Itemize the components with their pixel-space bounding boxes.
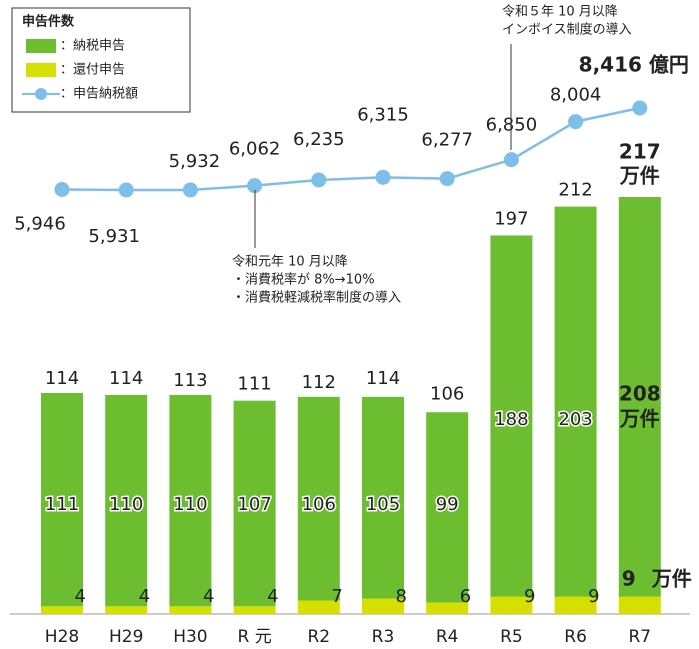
x-tick-label: R6 [564, 627, 587, 647]
tax-amount-label: 5,931 [88, 226, 140, 247]
refund-bar [426, 602, 469, 614]
unit-label: 万件 [619, 407, 660, 431]
refund-label: 4 [139, 586, 150, 607]
total-label: 197 [494, 208, 528, 229]
tax-amount-label: 8,416 億円 [579, 53, 689, 77]
tax-label: 188 [494, 409, 528, 430]
tax-amount-point [182, 182, 198, 198]
tax-label: 111 [45, 494, 79, 515]
tax-amount-label: 6,062 [229, 139, 281, 160]
x-tick-label: R5 [500, 627, 523, 647]
legend-marker [35, 88, 47, 100]
annotation: インボイス制度の導入 [502, 22, 632, 38]
total-label: 106 [430, 383, 464, 404]
tax-label: 105 [366, 494, 400, 515]
total-label: 114 [109, 368, 143, 389]
legend-label: ：申告納税額 [60, 87, 138, 102]
refund-label: 9 [524, 586, 535, 607]
tax-label: 110 [109, 494, 143, 515]
tax-amount-point [54, 182, 70, 198]
tax-amount-point [375, 169, 391, 185]
annotation: 令和５年 10 月以降 [502, 5, 618, 20]
tax-bar [618, 197, 661, 597]
annotation: ・消費税軽減税率制度の導入 [232, 290, 401, 306]
tax-bar [426, 412, 469, 603]
total-label: 114 [366, 368, 400, 389]
refund-label: 6 [460, 586, 471, 607]
tax-bar [169, 394, 212, 607]
tax-bar [490, 235, 533, 597]
total-label: 212 [558, 180, 592, 201]
unit-label: 万件 [619, 164, 660, 188]
tax-label: 208 [619, 382, 661, 406]
tax-label: 106 [302, 494, 336, 515]
tax-amount-point [118, 182, 134, 198]
tax-bar [554, 206, 597, 597]
refund-label: 9 [588, 586, 599, 607]
refund-bar [41, 606, 83, 614]
tax-amount-label: 5,932 [169, 151, 221, 172]
refund-bar [362, 598, 404, 614]
legend-label: ：納税申告 [60, 39, 125, 54]
tax-bar [297, 396, 340, 601]
refund-bar [618, 596, 661, 614]
annotation: 令和元年 10 月以降 [232, 255, 348, 270]
refund-label: 4 [75, 586, 86, 607]
x-tick-label: R4 [436, 627, 459, 647]
tax-label: 203 [558, 409, 592, 430]
tax-amount-point [247, 178, 263, 194]
refund-bar [169, 606, 212, 614]
legend-label: ：還付申告 [60, 63, 125, 78]
tax-amount-label: 6,235 [293, 129, 345, 150]
tax-amount-point [439, 171, 455, 187]
legend-swatch [26, 39, 56, 53]
tax-amount-label: 8,004 [550, 85, 602, 106]
refund-bar [105, 606, 148, 614]
refund-label: 9 [622, 567, 636, 591]
tax-label: 110 [173, 494, 207, 515]
unit-label: 万件 [651, 567, 692, 591]
refund-bar [554, 596, 597, 614]
total-label: 112 [302, 372, 336, 393]
tax-amount-label: 6,277 [421, 130, 473, 151]
tax-amount-point [632, 100, 648, 116]
tax-bar [105, 394, 148, 607]
tax-amount-label: 5,946 [14, 214, 66, 235]
tax-label: 107 [237, 494, 271, 515]
refund-bar [297, 600, 340, 614]
tax-amount-label: 6,315 [357, 104, 409, 125]
total-label: 113 [173, 370, 207, 391]
x-tick-label: H30 [173, 627, 207, 647]
tax-amount-point [568, 114, 584, 130]
total-label: 114 [45, 368, 79, 389]
refund-label: 4 [203, 586, 214, 607]
refund-bar [233, 606, 276, 614]
refund-bar [490, 596, 533, 614]
x-tick-label: R7 [628, 627, 651, 647]
total-label: 217 [619, 140, 661, 164]
refund-label: 4 [267, 586, 278, 607]
refund-label: 8 [396, 586, 407, 607]
tax-amount-point [503, 152, 519, 168]
tax-bar [362, 396, 404, 599]
x-tick-label: R2 [307, 627, 330, 647]
x-tick-label: H29 [109, 627, 143, 647]
tax-bar [233, 400, 276, 607]
tax-amount-point [311, 172, 327, 188]
annotation: ・消費税率が 8%→10% [232, 272, 375, 288]
x-tick-label: H28 [45, 627, 79, 647]
refund-label: 7 [331, 586, 342, 607]
x-tick-label: R3 [372, 627, 395, 647]
x-tick-label: R 元 [237, 627, 271, 647]
legend-title: 申告件数 [22, 14, 75, 30]
tax-bar [41, 393, 83, 607]
total-label: 111 [237, 374, 271, 395]
legend-swatch [26, 63, 56, 77]
tax-amount-line [61, 106, 641, 192]
tax-label: 99 [436, 494, 459, 515]
